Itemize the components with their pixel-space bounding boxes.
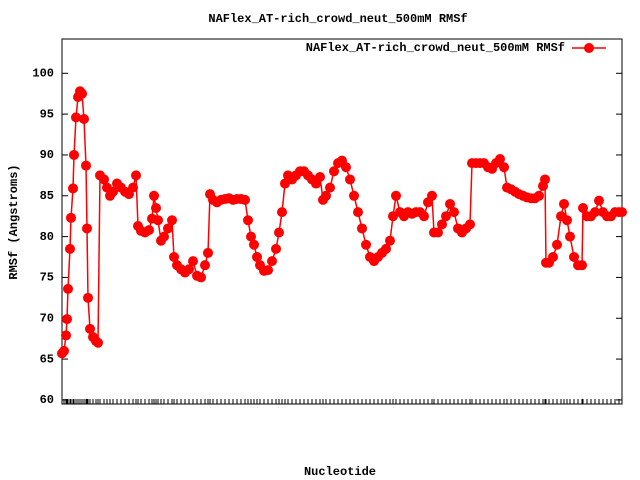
data-point — [167, 215, 177, 226]
series-line — [61, 89, 622, 354]
data-point — [617, 207, 627, 218]
data-point — [77, 88, 87, 99]
y-tick-label: 60 — [40, 393, 54, 407]
y-axis-label: RMSf (Angstroms) — [7, 164, 21, 279]
data-point — [69, 149, 79, 160]
data-point — [277, 207, 287, 218]
data-point — [315, 171, 325, 182]
data-point — [419, 211, 429, 222]
data-point — [131, 170, 141, 181]
data-point — [569, 252, 579, 263]
data-point — [128, 182, 138, 193]
data-point — [353, 207, 363, 218]
y-tick-label: 100 — [32, 66, 54, 80]
data-point — [578, 203, 588, 214]
data-point — [441, 211, 451, 222]
data-point — [559, 198, 569, 209]
data-point — [565, 231, 575, 242]
data-point — [385, 235, 395, 246]
data-point — [252, 252, 262, 263]
x-axis-label: Nucleotide — [304, 465, 376, 479]
data-point — [445, 198, 455, 209]
data-point — [243, 215, 253, 226]
legend-marker — [584, 43, 594, 53]
data-point — [325, 182, 335, 193]
data-point — [81, 160, 91, 171]
data-point — [552, 239, 562, 250]
data-point — [159, 231, 169, 242]
data-point — [246, 231, 256, 242]
data-point — [83, 292, 93, 303]
data-point — [274, 227, 284, 238]
data-point — [153, 215, 163, 226]
data-point — [82, 223, 92, 234]
data-point — [465, 219, 475, 230]
data-point — [144, 225, 154, 236]
data-point — [449, 207, 459, 218]
data-point — [341, 162, 351, 173]
data-point — [203, 247, 213, 258]
data-point — [381, 243, 391, 254]
data-point — [93, 337, 103, 348]
data-point — [349, 190, 359, 201]
data-point — [271, 243, 281, 254]
data-point — [65, 243, 75, 254]
data-point — [71, 112, 81, 123]
chart-title: NAFlex_AT-rich_crowd_neut_500mM RMSf — [208, 12, 467, 26]
data-point — [321, 190, 331, 201]
data-point — [188, 256, 198, 267]
data-point — [163, 223, 173, 234]
plot-frame — [61, 38, 623, 405]
data-point — [590, 207, 600, 218]
data-point — [437, 219, 447, 230]
y-tick-label: 85 — [40, 189, 54, 203]
data-point — [263, 265, 273, 276]
data-point — [68, 183, 78, 194]
data-point — [540, 174, 550, 185]
data-point — [62, 314, 72, 325]
data-point — [240, 194, 250, 205]
y-tick-label: 90 — [40, 148, 54, 162]
y-tick-label: 70 — [40, 311, 54, 325]
data-point — [534, 190, 544, 201]
y-tick-label: 75 — [40, 271, 54, 285]
data-point — [391, 190, 401, 201]
data-point — [433, 227, 443, 238]
data-point — [267, 256, 277, 267]
data-point — [85, 323, 95, 334]
data-point — [495, 154, 505, 165]
data-point — [200, 260, 210, 271]
data-point — [59, 345, 69, 356]
data-point — [151, 203, 161, 214]
data-point — [577, 260, 587, 271]
data-point — [548, 252, 558, 263]
y-tick-label: 95 — [40, 107, 54, 121]
data-point — [108, 186, 118, 197]
data-point — [594, 195, 604, 206]
data-point — [361, 239, 371, 250]
data-point — [79, 114, 89, 125]
data-point — [357, 223, 367, 234]
data-point — [99, 174, 109, 185]
y-tick-label: 80 — [40, 230, 54, 244]
data-point — [249, 239, 259, 250]
data-point — [499, 162, 509, 173]
y-tick-label: 65 — [40, 352, 54, 366]
data-point — [61, 330, 71, 341]
legend-label: NAFlex_AT-rich_crowd_neut_500mM RMSf — [306, 41, 565, 55]
data-point — [149, 190, 159, 201]
data-point — [169, 252, 179, 263]
data-point — [184, 264, 194, 275]
data-point — [66, 212, 76, 223]
data-point — [329, 166, 339, 177]
data-point — [562, 215, 572, 226]
data-point — [427, 190, 437, 201]
data-point — [63, 283, 73, 294]
data-point — [345, 174, 355, 185]
data-point — [196, 272, 206, 283]
